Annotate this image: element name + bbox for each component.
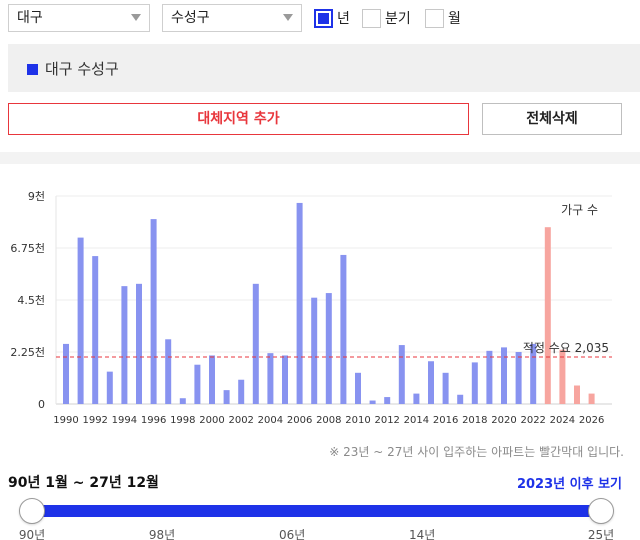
x-tick-label: 2012 [374, 415, 399, 426]
bar-1995 [136, 283, 142, 404]
slider-tick-label: 90년 [18, 528, 46, 540]
x-axis-ticks: 1990 1992 1994 1996 1998 2000 2002 2004 2006 2008… [53, 415, 604, 426]
section-divider [0, 152, 640, 164]
y-tick-label: 4.5천 [17, 293, 45, 307]
bar-1991 [77, 237, 84, 404]
checkbox-icon [314, 8, 333, 28]
after-2023-link[interactable]: 2023년 이후 보기 [516, 477, 622, 492]
chart-bars [63, 202, 595, 404]
period-quarter-checkbox[interactable]: 분기 [362, 8, 411, 28]
bar-2016 [442, 372, 449, 404]
chevron-down-icon [283, 14, 293, 21]
slider-tick-label: 14년 [409, 528, 436, 540]
bar-1997 [165, 339, 172, 404]
legend-label: 가구 수 [561, 203, 598, 217]
period-year-checkbox[interactable]: 년 [314, 8, 350, 28]
period-month-label: 월 [448, 11, 461, 27]
bar-1998 [179, 398, 186, 404]
district-select-value: 수성구 [171, 10, 210, 26]
bar-2005 [282, 355, 288, 404]
x-tick-label: 1998 [170, 415, 195, 426]
x-tick-label: 2024 [550, 415, 575, 426]
bar-2024 [559, 349, 566, 404]
y-tick-label: 2.25천 [10, 345, 45, 359]
bar-2001 [223, 390, 230, 404]
slider-tick-label: 06년 [278, 528, 306, 540]
bar-2019 [486, 350, 493, 404]
range-end-handle[interactable] [588, 498, 614, 524]
bar-2009 [340, 254, 347, 404]
range-start-handle[interactable] [19, 498, 45, 524]
bar-2006 [296, 202, 303, 404]
x-tick-label: 2010 [345, 415, 370, 426]
x-tick-label: 2018 [462, 415, 487, 426]
period-quarter-label: 분기 [385, 11, 411, 27]
region-tag-label: 대구 수성구 [45, 60, 119, 78]
slider-tick-label: 98년 [148, 528, 176, 540]
bar-1999 [194, 364, 201, 404]
bar-2000 [209, 355, 215, 404]
x-tick-label: 2020 [491, 415, 516, 426]
bar-2013 [398, 345, 405, 404]
planned-bars-note: ※ 23년 ~ 27년 사이 입주하는 아파트는 빨간막대 입니다. [329, 445, 624, 459]
bar-2012 [384, 397, 391, 404]
x-tick-label: 2004 [258, 415, 283, 426]
household-bar-chart: 0 2.25천 4.5천 6.75천 9천 1990 1992 1994 1996 1998 20… [10, 189, 612, 426]
bar-2002 [238, 379, 245, 404]
period-year-label: 년 [337, 11, 350, 27]
x-tick-label: 1994 [112, 415, 137, 426]
range-slider-track[interactable] [32, 505, 602, 517]
region-color-icon [27, 64, 38, 75]
bar-2017 [457, 394, 464, 404]
checkbox-icon [425, 8, 444, 28]
district-select[interactable]: 수성구 [162, 4, 302, 32]
x-tick-label: 1990 [53, 415, 78, 426]
bar-2014 [413, 393, 420, 404]
add-region-button[interactable]: 대체지역 추가 [8, 103, 469, 135]
bar-2015 [428, 361, 434, 404]
y-axis-ticks: 0 2.25천 4.5천 6.75천 9천 [10, 189, 45, 411]
slider-tick-label: 25년 [587, 528, 615, 540]
x-tick-label: 2002 [228, 415, 253, 426]
bar-2008 [325, 293, 332, 404]
x-tick-label: 2022 [520, 415, 545, 426]
delete-all-button[interactable]: 전체삭제 [482, 103, 622, 135]
bar-2010 [355, 372, 361, 404]
city-select-value: 대구 [17, 10, 43, 26]
x-tick-label: 2006 [287, 415, 312, 426]
bar-2022 [530, 343, 537, 404]
bar-2026 [588, 393, 595, 404]
bar-1993 [106, 371, 113, 404]
bar-2021 [515, 352, 522, 404]
x-tick-label: 2000 [199, 415, 224, 426]
y-tick-label: 6.75천 [10, 241, 45, 255]
period-month-checkbox[interactable]: 월 [425, 8, 461, 28]
bar-2007 [311, 297, 318, 404]
y-tick-label: 0 [38, 398, 45, 411]
chevron-down-icon [131, 14, 141, 21]
city-select[interactable]: 대구 [8, 4, 150, 32]
bar-1992 [92, 256, 99, 404]
bar-2004 [267, 353, 274, 404]
bar-1996 [150, 219, 157, 404]
y-tick-label: 9천 [28, 189, 45, 203]
bar-1994 [121, 286, 128, 404]
checkbox-icon [362, 8, 381, 28]
reference-line-label: 적정 수요 2,035 [523, 341, 609, 355]
bar-2020 [501, 347, 507, 404]
bar-2023 [544, 227, 551, 404]
bar-2011 [369, 400, 376, 404]
x-tick-label: 2016 [433, 415, 458, 426]
bar-2025 [574, 385, 580, 404]
x-tick-label: 1996 [141, 415, 166, 426]
range-label: 90년 1월 ~ 27년 12월 [8, 475, 159, 491]
bar-1990 [63, 343, 69, 404]
x-tick-label: 1992 [82, 415, 107, 426]
x-tick-label: 2026 [579, 415, 604, 426]
x-tick-label: 2014 [404, 415, 429, 426]
bar-2003 [252, 283, 259, 404]
bar-2018 [471, 362, 478, 404]
selected-region-panel: 대구 수성구 [8, 44, 640, 92]
x-tick-label: 2008 [316, 415, 341, 426]
